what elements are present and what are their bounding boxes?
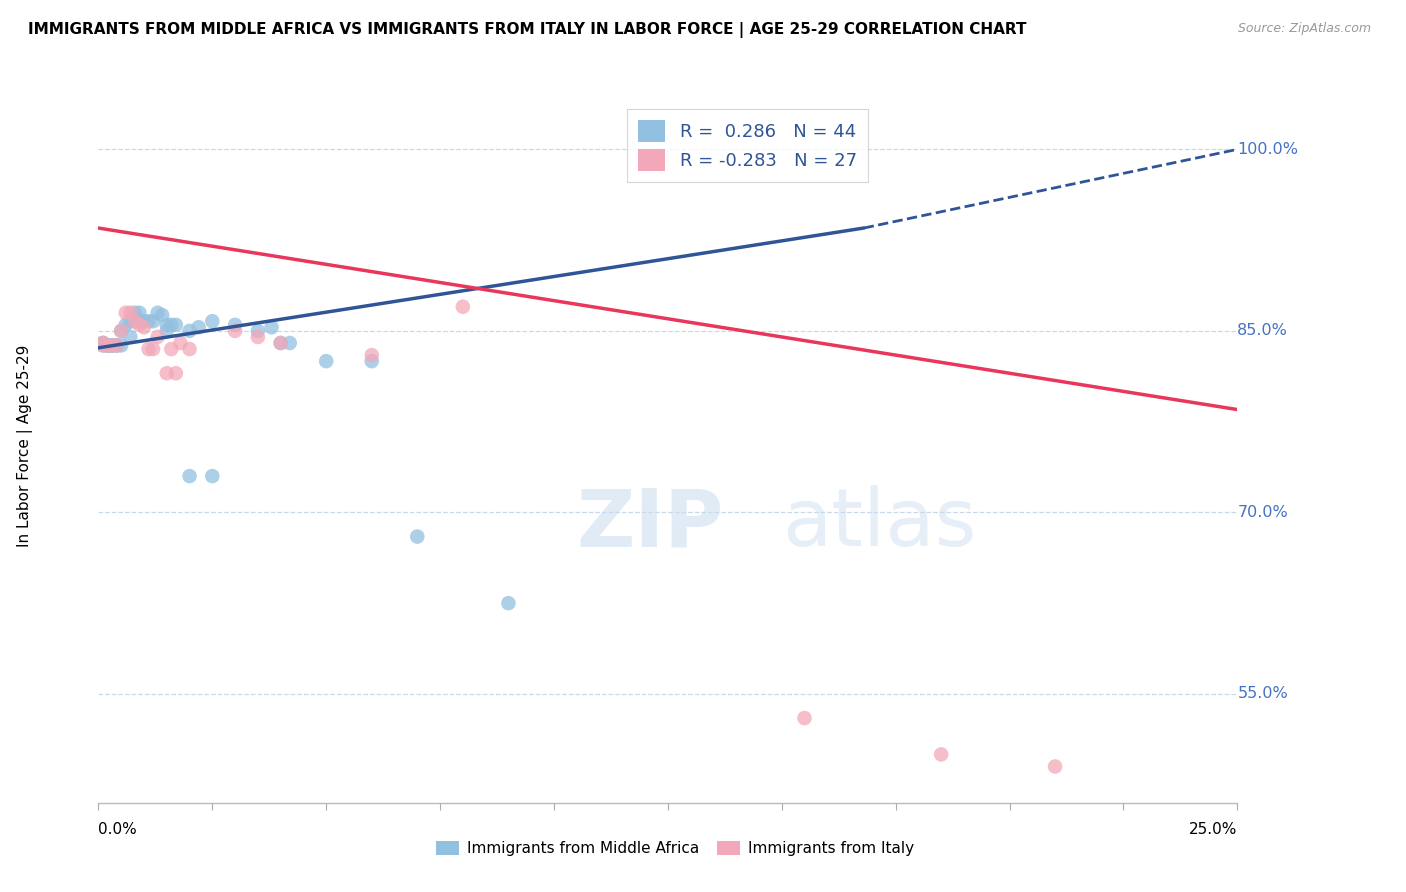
Text: 85.0%: 85.0% bbox=[1237, 324, 1288, 338]
Point bbox=[105, 338, 128, 352]
Point bbox=[110, 324, 132, 338]
Point bbox=[929, 747, 952, 762]
Point bbox=[101, 338, 124, 352]
Point bbox=[142, 342, 165, 356]
Point bbox=[128, 318, 150, 332]
Point bbox=[110, 338, 132, 352]
Point bbox=[91, 336, 114, 351]
Point bbox=[1043, 759, 1066, 773]
Point bbox=[101, 338, 124, 352]
Point bbox=[270, 336, 292, 351]
Point bbox=[132, 320, 155, 334]
Point bbox=[160, 318, 183, 332]
Point bbox=[160, 342, 183, 356]
Point bbox=[498, 596, 520, 610]
Point bbox=[406, 530, 429, 544]
Text: atlas: atlas bbox=[782, 485, 976, 564]
Point bbox=[150, 308, 173, 322]
Point bbox=[179, 342, 201, 356]
Point bbox=[132, 314, 155, 328]
Point bbox=[124, 311, 146, 326]
Point bbox=[156, 318, 179, 332]
Legend: R =  0.286   N = 44, R = -0.283   N = 27: R = 0.286 N = 44, R = -0.283 N = 27 bbox=[627, 109, 868, 182]
Point bbox=[96, 338, 118, 352]
Point bbox=[138, 314, 160, 328]
Point bbox=[201, 469, 224, 483]
Point bbox=[246, 324, 269, 338]
Point bbox=[114, 306, 136, 320]
Text: Source: ZipAtlas.com: Source: ZipAtlas.com bbox=[1237, 22, 1371, 36]
Point bbox=[165, 366, 187, 380]
Point bbox=[169, 336, 191, 351]
Point bbox=[451, 300, 474, 314]
Point bbox=[96, 338, 118, 352]
Point bbox=[105, 338, 128, 352]
Text: 70.0%: 70.0% bbox=[1237, 505, 1288, 520]
Point bbox=[278, 336, 301, 351]
Point bbox=[128, 306, 150, 320]
Point bbox=[156, 324, 179, 338]
Point bbox=[114, 318, 136, 332]
Point bbox=[179, 324, 201, 338]
Legend: Immigrants from Middle Africa, Immigrants from Italy: Immigrants from Middle Africa, Immigrant… bbox=[430, 835, 920, 862]
Point bbox=[91, 338, 114, 352]
Point bbox=[128, 314, 150, 328]
Point bbox=[793, 711, 815, 725]
Point bbox=[156, 366, 179, 380]
Point bbox=[105, 338, 128, 352]
Point bbox=[246, 330, 269, 344]
Point bbox=[110, 324, 132, 338]
Point bbox=[101, 338, 124, 352]
Point bbox=[120, 306, 142, 320]
Point bbox=[224, 318, 246, 332]
Point bbox=[124, 314, 146, 328]
Point bbox=[142, 314, 165, 328]
Point bbox=[270, 336, 292, 351]
Text: 55.0%: 55.0% bbox=[1237, 687, 1288, 701]
Point bbox=[360, 348, 382, 362]
Point bbox=[91, 336, 114, 351]
Point bbox=[360, 354, 382, 368]
Point bbox=[138, 342, 160, 356]
Point bbox=[96, 338, 118, 352]
Point bbox=[179, 469, 201, 483]
Point bbox=[101, 338, 124, 352]
Point bbox=[124, 314, 146, 328]
Text: ZIP: ZIP bbox=[576, 485, 724, 564]
Point bbox=[124, 306, 146, 320]
Point bbox=[201, 314, 224, 328]
Point bbox=[120, 314, 142, 328]
Point bbox=[120, 330, 142, 344]
Text: In Labor Force | Age 25-29: In Labor Force | Age 25-29 bbox=[17, 345, 34, 547]
Point bbox=[96, 338, 118, 352]
Point bbox=[224, 324, 246, 338]
Text: 0.0%: 0.0% bbox=[98, 822, 138, 837]
Point bbox=[165, 318, 187, 332]
Point bbox=[260, 320, 283, 334]
Point bbox=[91, 338, 114, 352]
Point bbox=[146, 330, 169, 344]
Text: 25.0%: 25.0% bbox=[1189, 822, 1237, 837]
Point bbox=[146, 306, 169, 320]
Point bbox=[315, 354, 337, 368]
Point bbox=[187, 320, 209, 334]
Text: IMMIGRANTS FROM MIDDLE AFRICA VS IMMIGRANTS FROM ITALY IN LABOR FORCE | AGE 25-2: IMMIGRANTS FROM MIDDLE AFRICA VS IMMIGRA… bbox=[28, 22, 1026, 38]
Point bbox=[91, 336, 114, 351]
Text: 100.0%: 100.0% bbox=[1237, 142, 1298, 157]
